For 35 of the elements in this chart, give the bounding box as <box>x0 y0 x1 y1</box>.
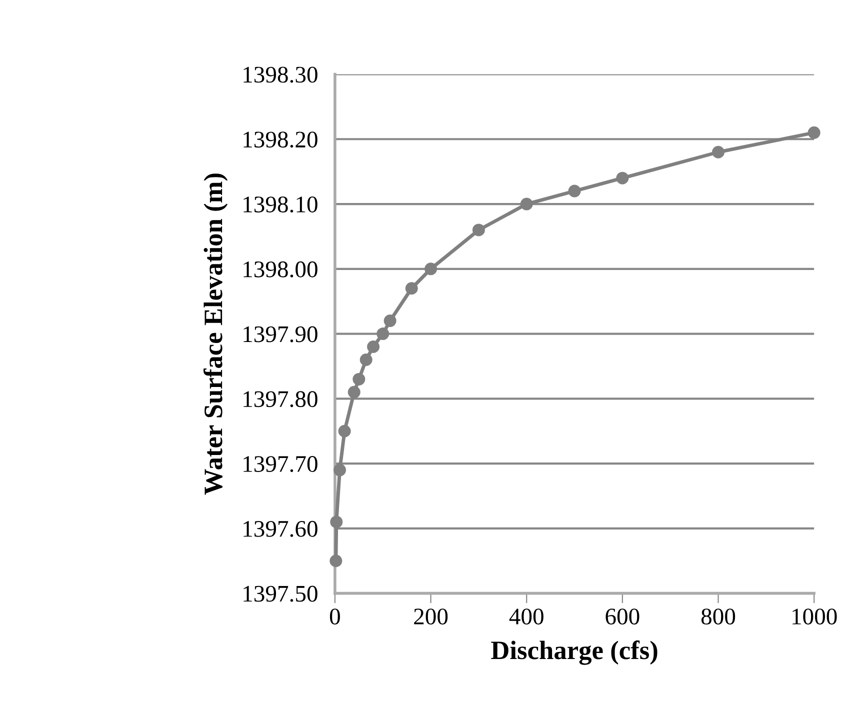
x-axis-title: Discharge (cfs) <box>491 640 658 665</box>
x-tick-label: 200 <box>414 608 448 625</box>
point <box>472 224 485 236</box>
point <box>712 146 725 158</box>
point <box>348 386 360 398</box>
x-tick-label: 800 <box>701 608 736 625</box>
point <box>384 314 396 328</box>
point <box>334 464 346 476</box>
y-tick-label: 1397.80 <box>244 391 318 408</box>
y-tick-label: 1398.10 <box>244 196 318 213</box>
x-tick-label: 1000 <box>792 608 837 625</box>
x-tick-label: 0 <box>330 608 340 625</box>
point <box>352 372 366 386</box>
y-tick-label: 1398.00 <box>244 261 318 278</box>
point <box>376 328 390 340</box>
point <box>338 424 351 438</box>
y-axis-title: Water Surface Elevation (m) <box>203 174 228 495</box>
y-tick-label: 1398.30 <box>244 66 318 83</box>
point <box>808 126 820 139</box>
point <box>367 340 380 354</box>
point <box>520 198 533 210</box>
point <box>424 262 438 276</box>
point <box>568 184 581 198</box>
x-tick-label: 600 <box>606 608 640 625</box>
y-tick-label: 1397.70 <box>244 456 318 472</box>
y-tick-label: 1397.50 <box>244 586 318 602</box>
point <box>616 172 629 184</box>
y-tick-label: 1397.60 <box>244 520 318 537</box>
y-tick-label: 1397.90 <box>244 326 318 342</box>
point <box>360 353 372 366</box>
point <box>330 554 342 568</box>
y-tick-label: 1398.20 <box>244 132 318 148</box>
point <box>405 282 418 295</box>
point <box>330 516 343 528</box>
x-tick-label: 400 <box>509 608 544 625</box>
